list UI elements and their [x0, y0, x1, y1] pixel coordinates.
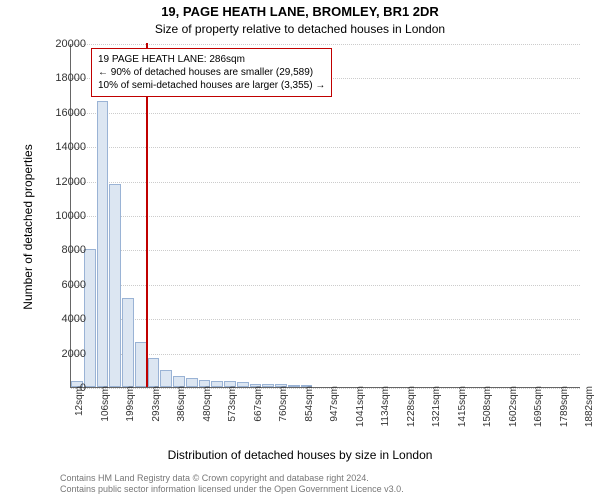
- x-tick: 12sqm: [74, 386, 85, 436]
- x-tick: 1789sqm: [559, 386, 570, 436]
- x-tick: 199sqm: [125, 386, 136, 436]
- y-tick: 14000: [36, 141, 86, 153]
- annotation-line3: 10% of semi-detached houses are larger (…: [98, 79, 325, 92]
- x-tick: 1695sqm: [533, 386, 544, 436]
- x-tick: 106sqm: [100, 386, 111, 436]
- x-axis-label: Distribution of detached houses by size …: [0, 448, 600, 462]
- x-tick: 1508sqm: [482, 386, 493, 436]
- annotation-box: 19 PAGE HEATH LANE: 286sqm ← 90% of deta…: [91, 48, 332, 97]
- x-tick: 293sqm: [151, 386, 162, 436]
- chart-title-line1: 19, PAGE HEATH LANE, BROMLEY, BR1 2DR: [0, 4, 600, 19]
- histogram-bar: [237, 382, 249, 387]
- y-tick: 12000: [36, 176, 86, 188]
- histogram-bar: [97, 101, 109, 387]
- y-tick: 4000: [36, 313, 86, 325]
- x-tick: 854sqm: [304, 386, 315, 436]
- annotation-line1: 19 PAGE HEATH LANE: 286sqm: [98, 53, 325, 66]
- histogram-bar: [186, 378, 198, 387]
- x-tick: 947sqm: [329, 386, 340, 436]
- x-tick: 573sqm: [227, 386, 238, 436]
- y-tick: 16000: [36, 107, 86, 119]
- x-tick: 386sqm: [176, 386, 187, 436]
- y-tick: 10000: [36, 210, 86, 222]
- histogram-bar: [122, 298, 134, 387]
- x-tick: 1041sqm: [355, 386, 366, 436]
- credit-line2: Contains public sector information licen…: [60, 484, 404, 496]
- y-tick: 18000: [36, 72, 86, 84]
- histogram-bar: [288, 385, 300, 387]
- y-tick: 2000: [36, 348, 86, 360]
- histogram-bar: [109, 184, 121, 387]
- x-tick: 1134sqm: [380, 386, 391, 436]
- x-tick: 1882sqm: [584, 386, 595, 436]
- histogram-bar: [148, 358, 160, 387]
- annotation-line2: ← 90% of detached houses are smaller (29…: [98, 66, 325, 79]
- credit-line1: Contains HM Land Registry data © Crown c…: [60, 473, 404, 485]
- x-tick: 480sqm: [202, 386, 213, 436]
- y-tick: 8000: [36, 244, 86, 256]
- gridline: [71, 388, 580, 389]
- histogram-bar: [160, 370, 172, 387]
- y-tick: 20000: [36, 38, 86, 50]
- y-axis-label: Number of detached properties: [21, 117, 35, 337]
- plot-area: 19 PAGE HEATH LANE: 286sqm ← 90% of deta…: [70, 44, 580, 388]
- x-tick: 1228sqm: [406, 386, 417, 436]
- chart-title-line2: Size of property relative to detached ho…: [0, 22, 600, 36]
- x-tick: 1415sqm: [457, 386, 468, 436]
- credit-text: Contains HM Land Registry data © Crown c…: [60, 473, 404, 496]
- x-tick: 760sqm: [278, 386, 289, 436]
- x-tick: 1602sqm: [508, 386, 519, 436]
- x-tick: 667sqm: [253, 386, 264, 436]
- x-tick: 1321sqm: [431, 386, 442, 436]
- y-tick: 6000: [36, 279, 86, 291]
